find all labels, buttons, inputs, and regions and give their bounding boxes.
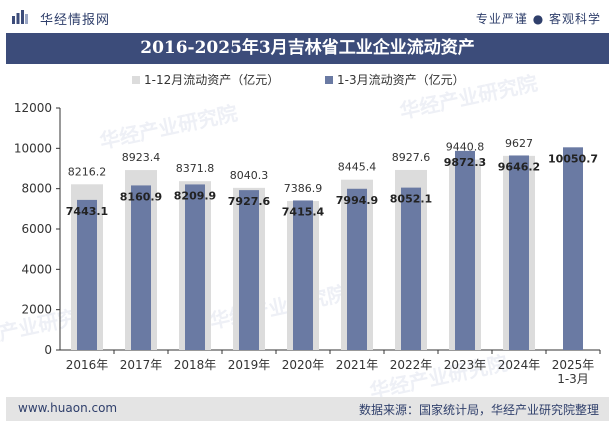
data-label-q1: 7927.6	[228, 195, 271, 208]
x-tick-label: 2025年	[552, 358, 595, 372]
tagline: 专业严谨 ● 客观科学	[475, 12, 601, 26]
legend-label: 1-12月流动资产（亿元）	[144, 72, 279, 87]
watermark-text: 华经产业研究院	[98, 101, 240, 154]
x-tick-label: 2023年	[444, 358, 487, 372]
x-tick-label: 2020年	[282, 358, 325, 372]
data-label-q1: 7443.1	[66, 205, 108, 218]
watermark-text: 华经产业研究院	[208, 281, 350, 334]
brand-name: 华经情报网	[40, 13, 111, 28]
bar-q1	[131, 185, 151, 350]
logo-icon	[12, 10, 28, 24]
bar-q1	[401, 187, 421, 350]
y-tick-label: 8000	[21, 182, 52, 196]
x-tick-label: 2019年	[228, 358, 271, 372]
data-label-full-year: 9627	[505, 137, 533, 150]
footer: www.huaon.com 数据来源：国家统计局，华经产业研究院整理	[6, 397, 609, 421]
data-label-q1: 7994.9	[336, 194, 378, 207]
data-label-full-year: 8216.2	[68, 165, 107, 178]
y-tick-label: 10000	[14, 141, 52, 155]
data-label-q1: 8160.9	[120, 190, 162, 203]
bar-chart: 华经产业研究院华经产业研究院华经产业研究院华经产业研究院华经产业研究院1-12月…	[0, 71, 601, 397]
bar-q1	[77, 199, 97, 350]
bar-q1	[455, 150, 475, 350]
x-tick-label: 2021年	[336, 358, 379, 372]
data-label-full-year: 8927.6	[392, 151, 431, 164]
bar-q1	[239, 190, 259, 350]
bar-q1	[185, 184, 205, 350]
y-tick-label: 12000	[14, 101, 52, 115]
bar-q1	[293, 200, 313, 350]
chart-title: 2016-2025年3月吉林省工业企业流动资产	[140, 38, 475, 58]
legend-swatch	[325, 76, 333, 84]
top-bar: 华经情报网 专业严谨 ● 客观科学	[0, 0, 615, 33]
data-label-full-year: 8445.4	[338, 161, 377, 174]
y-tick-label: 6000	[21, 222, 52, 236]
x-tick-label: 2024年	[498, 358, 541, 372]
data-label-full-year: 8040.3	[230, 169, 269, 182]
data-label-full-year: 9440.8	[446, 141, 485, 154]
x-tick-label: 2018年	[174, 358, 217, 372]
y-tick-label: 2000	[21, 303, 52, 317]
data-label-full-year: 8371.8	[176, 162, 215, 175]
data-label-q1: 9872.3	[444, 156, 486, 169]
x-tick-label: 2022年	[390, 358, 433, 372]
x-tick-label: 1-3月	[557, 372, 589, 386]
legend-swatch	[132, 76, 140, 84]
data-label-q1: 8209.9	[174, 189, 216, 202]
title-bar: 2016-2025年3月吉林省工业企业流动资产	[6, 33, 609, 64]
x-tick-label: 2017年	[120, 358, 163, 372]
data-label-q1: 9646.2	[498, 160, 540, 173]
data-label-full-year: 7386.9	[284, 182, 323, 195]
y-tick-label: 4000	[21, 262, 52, 276]
site-url[interactable]: www.huaon.com	[18, 401, 118, 415]
data-source: 数据来源：国家统计局，华经产业研究院整理	[358, 403, 599, 417]
data-label-full-year: 8923.4	[122, 151, 161, 164]
bar-q1	[347, 188, 367, 350]
bar-q1	[563, 147, 583, 350]
data-label-q1: 7415.4	[282, 205, 325, 218]
x-tick-label: 2016年	[66, 358, 109, 372]
data-label-q1: 8052.1	[390, 193, 432, 206]
data-label-q1: 10050.7	[548, 152, 598, 165]
bar-q1	[509, 155, 529, 350]
legend-label: 1-3月流动资产（亿元）	[337, 72, 465, 87]
y-tick-label: 0	[44, 343, 52, 357]
